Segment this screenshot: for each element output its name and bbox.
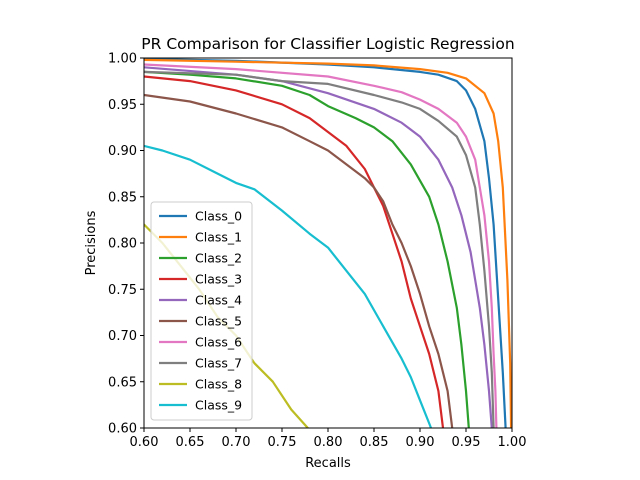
legend-label: Class_4 — [195, 293, 242, 308]
x-tick-label: 0.70 — [222, 435, 251, 450]
y-tick-label: 0.60 — [108, 422, 137, 437]
series-line-class-0 — [144, 58, 507, 428]
y-tick-label: 0.80 — [108, 237, 137, 252]
x-tick-label: 0.80 — [314, 435, 343, 450]
y-tick-label: 0.95 — [108, 98, 137, 113]
x-tick-label: 1.00 — [498, 435, 527, 450]
x-tick-label: 0.90 — [406, 435, 435, 450]
legend-label: Class_9 — [195, 398, 242, 413]
y-tick-label: 0.85 — [108, 190, 137, 205]
legend-box — [150, 201, 253, 421]
x-tick-label: 0.95 — [452, 435, 481, 450]
series-line-class-7 — [144, 70, 495, 428]
series-line-class-5 — [144, 93, 454, 428]
y-tick-label: 1.00 — [108, 52, 137, 67]
y-tick-label: 0.90 — [108, 144, 137, 159]
x-tick-label: 0.60 — [130, 435, 159, 450]
y-tick-label: 0.70 — [108, 329, 137, 344]
x-axis-label: Recalls — [305, 456, 351, 471]
x-tick-label: 0.75 — [268, 435, 297, 450]
legend-label: Class_6 — [195, 335, 242, 350]
chart-title: PR Comparison for Classifier Logistic Re… — [141, 35, 514, 53]
legend-label: Class_1 — [195, 230, 242, 245]
series-line-class-2 — [144, 70, 470, 428]
series-line-class-1 — [144, 58, 512, 428]
x-tick-label: 0.85 — [360, 435, 389, 450]
legend-label: Class_2 — [195, 251, 242, 266]
legend: Class_0 Class_1 Class_2 Class_3 Class_4 Class… — [150, 201, 253, 421]
legend-label: Class_8 — [195, 377, 242, 392]
series-line-class-4 — [144, 66, 493, 428]
y-tick-label: 0.75 — [108, 283, 137, 298]
y-axis-label: Precisions — [84, 210, 99, 275]
y-tick-label: 0.65 — [108, 375, 137, 390]
legend-label: Class_0 — [195, 209, 242, 224]
legend-label: Class_7 — [195, 356, 242, 371]
legend-label: Class_3 — [195, 272, 242, 287]
series-line-class-6 — [144, 63, 498, 428]
x-tick-label: 0.65 — [176, 435, 205, 450]
y-axis: 0.60 0.65 0.70 0.75 0.80 0.85 0.90 0.95 1.00 — [108, 52, 144, 437]
series-line-class-9 — [144, 144, 433, 428]
legend-label: Class_5 — [195, 314, 242, 329]
x-axis: 0.60 0.65 0.70 0.75 0.80 0.85 0.90 0.95 1.00 — [130, 428, 527, 450]
